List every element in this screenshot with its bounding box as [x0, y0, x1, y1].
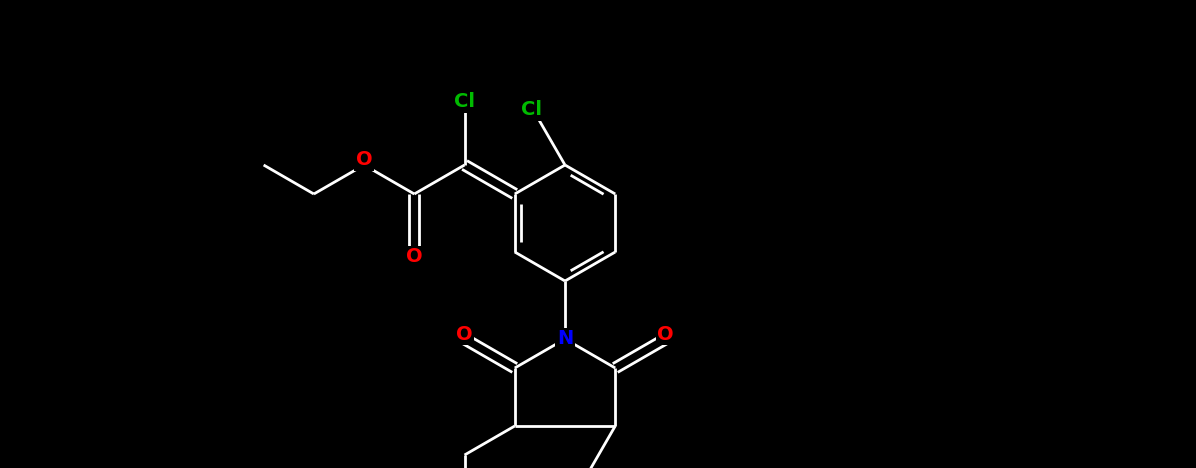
Text: N: N	[557, 329, 573, 349]
Text: Cl: Cl	[454, 93, 475, 111]
Text: Cl: Cl	[520, 100, 542, 119]
Text: O: O	[456, 324, 472, 344]
Text: O: O	[405, 248, 422, 266]
Text: O: O	[657, 324, 673, 344]
Text: O: O	[355, 151, 372, 169]
